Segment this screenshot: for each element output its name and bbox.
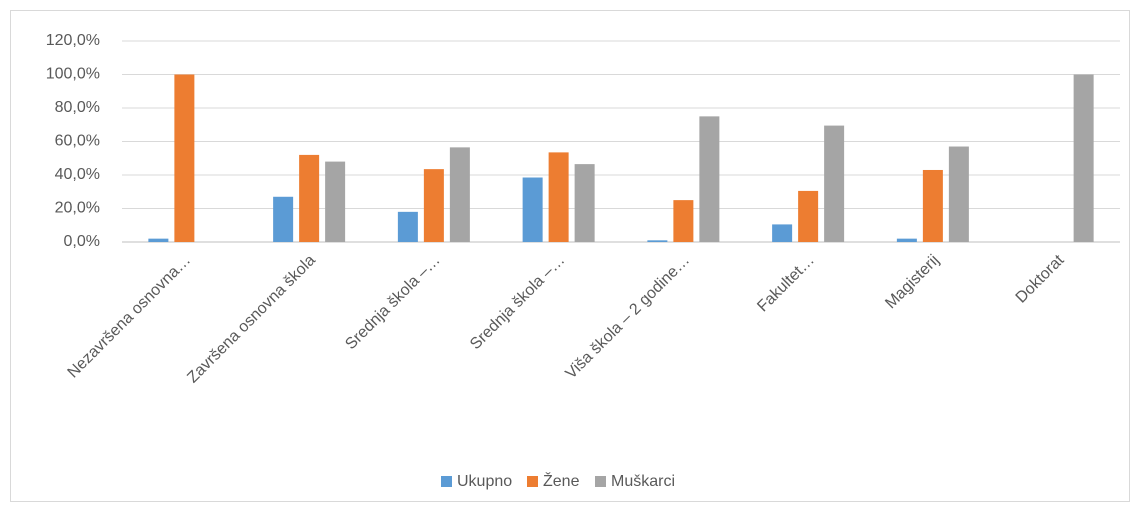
legend-swatch <box>527 476 538 487</box>
y-tick-label: 40,0% <box>55 166 100 183</box>
bar <box>548 152 569 242</box>
bar <box>699 116 720 242</box>
bar <box>922 169 943 242</box>
y-tick-label: 60,0% <box>55 133 100 150</box>
bar <box>948 146 969 242</box>
bar <box>325 161 346 242</box>
bar <box>673 200 694 242</box>
bar <box>423 169 444 242</box>
bar <box>148 238 169 242</box>
bar <box>647 240 668 242</box>
bar <box>273 196 294 242</box>
bar <box>299 154 320 242</box>
y-tick-label: 0,0% <box>64 233 100 250</box>
bar <box>896 238 917 242</box>
y-tick-label: 120,0% <box>46 32 100 49</box>
legend-swatch <box>595 476 606 487</box>
y-tick-label: 20,0% <box>55 200 100 217</box>
bar <box>397 211 418 242</box>
bar <box>798 190 819 242</box>
bar <box>574 164 595 242</box>
legend-label: Ukupno <box>457 473 512 490</box>
y-tick-label: 80,0% <box>55 99 100 116</box>
legend-swatch <box>441 476 452 487</box>
bar <box>449 147 470 242</box>
legend-label: Žene <box>543 471 580 490</box>
bar <box>174 74 195 242</box>
legend-label: Muškarci <box>611 473 675 490</box>
bar <box>522 177 543 242</box>
chart-border <box>10 10 1130 502</box>
bar <box>772 224 793 242</box>
bar <box>1073 74 1094 242</box>
y-tick-label: 100,0% <box>46 66 100 83</box>
bar <box>824 125 845 242</box>
